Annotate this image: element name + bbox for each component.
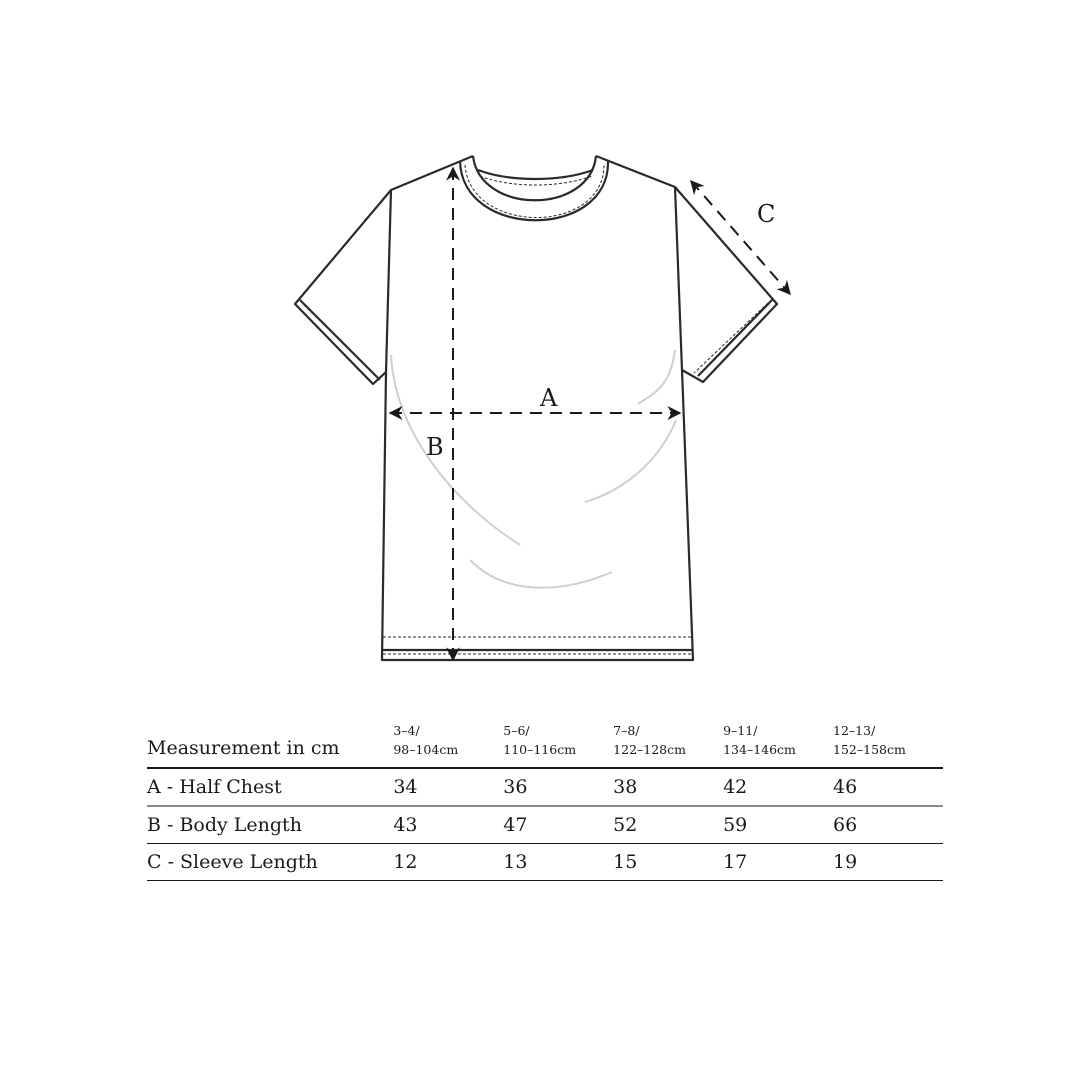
cell: 12: [393, 851, 418, 873]
size-age: 9–11/: [723, 723, 758, 738]
header-size: 9–11/134–146cm: [723, 712, 833, 768]
table-row: A - Half Chest 34 36 38 42 46: [147, 768, 943, 806]
cell: 36: [503, 776, 528, 798]
tshirt-outline: [293, 154, 779, 662]
header-measurement: Measurement in cm: [147, 737, 340, 759]
size-age: 7–8/: [613, 723, 640, 738]
cell: 52: [613, 814, 638, 836]
table-header-row: Measurement in cm 3–4/98–104cm 5–6/110–1…: [147, 712, 943, 768]
label-a: A: [539, 384, 558, 412]
size-age: 3–4/: [393, 723, 420, 738]
cell: 43: [393, 814, 418, 836]
row-label: B - Body Length: [147, 814, 302, 836]
cell: 46: [833, 776, 858, 798]
size-age: 5–6/: [503, 723, 530, 738]
fabric-folds: [390, 349, 677, 589]
stitching: [303, 164, 769, 655]
size-age: 12–13/: [833, 723, 876, 738]
size-table: Measurement in cm 3–4/98–104cm 5–6/110–1…: [147, 712, 943, 881]
cell: 59: [723, 814, 748, 836]
cell: 66: [833, 814, 858, 836]
size-height: 152–158cm: [833, 742, 906, 757]
cell: 15: [613, 851, 638, 873]
row-label: A - Half Chest: [147, 776, 282, 798]
header-size: 3–4/98–104cm: [393, 712, 503, 768]
cell: 34: [393, 776, 418, 798]
size-height: 98–104cm: [393, 742, 459, 757]
cell: 42: [723, 776, 748, 798]
size-height: 110–116cm: [503, 742, 577, 757]
cell: 17: [723, 851, 748, 873]
table-row: B - Body Length 43 47 52 59 66: [147, 806, 943, 844]
cell: 47: [503, 814, 528, 836]
header-size: 7–8/122–128cm: [613, 712, 723, 768]
size-height: 122–128cm: [613, 742, 686, 757]
row-label: C - Sleeve Length: [147, 851, 318, 873]
cell: 19: [833, 851, 858, 873]
header-size: 5–6/110–116cm: [503, 712, 613, 768]
arrow-c: [690, 179, 791, 296]
label-b: B: [426, 433, 444, 461]
label-c: C: [757, 200, 775, 228]
table-row: C - Sleeve Length 12 13 15 17 19: [147, 844, 943, 881]
measurement-arrows: [388, 166, 791, 662]
tshirt-diagram: A B C: [293, 154, 791, 662]
size-height: 134–146cm: [723, 742, 796, 757]
header-size: 12–13/152–158cm: [833, 712, 943, 768]
cell: 38: [613, 776, 638, 798]
cell: 13: [503, 851, 528, 873]
